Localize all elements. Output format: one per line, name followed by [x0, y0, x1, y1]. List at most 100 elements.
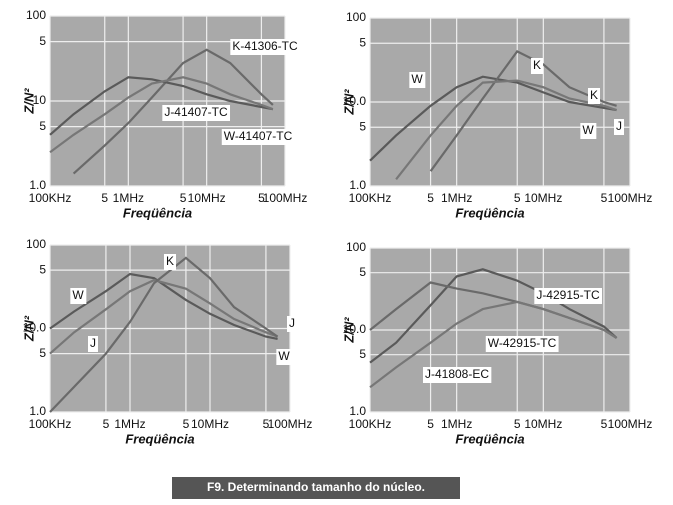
y-tick-label: 10 — [33, 93, 47, 107]
series-label: J — [616, 119, 622, 133]
x-axis-label: Freqüência — [123, 205, 192, 220]
x-tick-label: 10MHz — [524, 191, 562, 205]
y-tick-label: 1.0 — [349, 178, 366, 192]
y-tick-label: 1.0 — [349, 404, 366, 418]
series-label-box — [409, 72, 426, 88]
series-label-box — [88, 336, 98, 352]
x-tick-label: 1MHz — [113, 191, 144, 205]
y-axis-label: Z/N² — [21, 88, 36, 115]
series-label: J — [289, 316, 295, 330]
x-tick-label: 1MHz — [441, 191, 472, 205]
y-tick-label: 5 — [39, 34, 46, 48]
y-tick-label: 1.0 — [29, 178, 46, 192]
x-tick-label: 100MHz — [268, 417, 313, 431]
y-tick-label: 100 — [26, 8, 46, 22]
x-tick-label: 5 — [103, 417, 110, 431]
series-label: J-41808-EC — [425, 367, 489, 381]
y-tick-label: 5 — [359, 35, 366, 49]
y-tick-label: 5 — [39, 262, 46, 276]
x-tick-label: 10MHz — [191, 417, 229, 431]
series-label-box — [485, 336, 559, 352]
series-line — [369, 300, 618, 389]
x-tick-label: 5 — [601, 191, 608, 205]
x-tick-label: 5 — [514, 417, 521, 431]
y-tick-label: 100 — [26, 237, 46, 251]
y-axis-label: Z/N² — [21, 315, 36, 342]
series-label: W-41407-TC — [224, 129, 293, 143]
x-tick-label: 5 — [427, 417, 434, 431]
y-tick-label: 1.0 — [29, 404, 46, 418]
caption: F9. Determinando tamanho do núcleo. — [207, 480, 425, 494]
series-line — [369, 75, 617, 162]
series-line — [72, 48, 274, 175]
series-line — [49, 76, 274, 136]
x-tick-label: 5 — [180, 191, 187, 205]
caption-box — [172, 477, 460, 499]
x-axis-label: Freqüência — [455, 205, 524, 220]
x-tick-label: 10MHz — [188, 191, 226, 205]
x-tick-label: 100KHz — [29, 417, 72, 431]
series-label: K — [166, 254, 174, 268]
series-label: J-41407-TC — [164, 105, 228, 119]
x-tick-label: 1MHz — [114, 417, 145, 431]
series-label: J-42915-TC — [536, 288, 600, 302]
y-tick-label: 10.0 — [343, 94, 367, 108]
series-label: K — [533, 58, 541, 72]
series-label: W — [278, 349, 290, 363]
x-tick-label: 100KHz — [29, 191, 72, 205]
series-label: W — [411, 72, 423, 86]
series-label-box — [276, 349, 293, 365]
series-label: J — [90, 336, 96, 350]
x-tick-label: 100MHz — [608, 417, 653, 431]
series-line — [49, 76, 274, 154]
y-tick-label: 100 — [346, 10, 366, 24]
series-label-box — [422, 367, 492, 383]
series-label-box — [221, 129, 295, 145]
series-label-box — [614, 119, 624, 135]
x-tick-label: 100KHz — [349, 417, 392, 431]
y-tick-label: 5 — [359, 265, 366, 279]
x-axis-label: Freqüência — [125, 431, 194, 446]
series-label: W — [72, 288, 84, 302]
y-tick-label: 10.0 — [343, 322, 367, 336]
series-line — [49, 278, 278, 355]
x-tick-label: 5 — [427, 191, 434, 205]
series-label-box — [163, 254, 177, 270]
x-tick-label: 10MHz — [524, 417, 562, 431]
series-line — [49, 256, 279, 413]
series-label: W-42915-TC — [488, 336, 557, 350]
y-tick-label: 5 — [359, 347, 366, 361]
x-tick-label: 100MHz — [608, 191, 653, 205]
y-tick-label: 5 — [359, 119, 366, 133]
y-tick-label: 100 — [346, 240, 366, 254]
series-label-box — [587, 88, 601, 104]
x-tick-label: 5 — [258, 191, 265, 205]
series-label-box — [534, 288, 603, 304]
series-line — [369, 268, 618, 364]
x-tick-label: 5 — [183, 417, 190, 431]
y-axis-label: Z/N² — [341, 317, 356, 344]
series-label: W — [582, 123, 594, 137]
x-tick-label: 100KHz — [349, 191, 392, 205]
series-label-box — [287, 316, 297, 332]
series-label: K — [590, 88, 598, 102]
x-tick-label: 5 — [601, 417, 608, 431]
x-tick-label: 5 — [101, 191, 108, 205]
y-tick-label: 5 — [39, 119, 46, 133]
series-line — [49, 272, 278, 340]
y-tick-label: 10.0 — [23, 321, 47, 335]
series-label: K-41306-TC — [232, 39, 298, 53]
y-tick-label: 5 — [39, 346, 46, 360]
x-tick-label: 5 — [514, 191, 521, 205]
series-label-box — [530, 58, 544, 74]
x-tick-label: 5 — [263, 417, 270, 431]
y-axis-label: Z/N² — [341, 89, 356, 116]
series-label-box — [230, 39, 301, 55]
series-label-box — [162, 105, 231, 121]
x-tick-label: 100MHz — [263, 191, 308, 205]
x-tick-label: 1MHz — [441, 417, 472, 431]
series-label-box — [70, 288, 87, 304]
x-axis-label: Freqüência — [455, 431, 524, 446]
series-label-box — [580, 123, 597, 139]
